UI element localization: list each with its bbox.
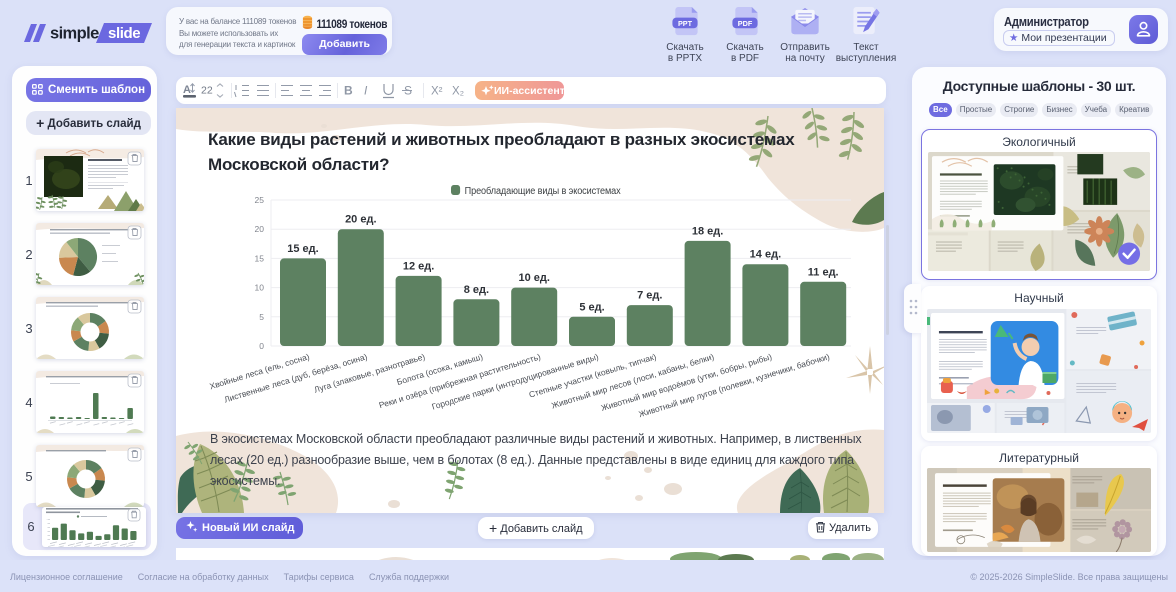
svg-text:.: . <box>46 517 47 521</box>
svg-text:X₂: X₂ <box>452 86 464 98</box>
svg-text:PPT: PPT <box>678 19 693 28</box>
svg-text:8 ед.: 8 ед. <box>464 284 489 296</box>
svg-text:slide: slide <box>108 25 140 42</box>
svg-text:12 ед.: 12 ед. <box>403 260 434 272</box>
svg-text:20: 20 <box>255 224 265 234</box>
svg-text:18 ед.: 18 ед. <box>692 225 723 237</box>
svg-text:A: A <box>183 84 191 96</box>
svg-text:20 ед.: 20 ед. <box>345 214 376 226</box>
svg-text:22: 22 <box>201 85 213 97</box>
svg-text:5: 5 <box>259 312 264 322</box>
svg-text:ИИ-ассистент: ИИ-ассистент <box>494 85 565 97</box>
svg-text:15: 15 <box>255 253 265 263</box>
svg-text:I: I <box>364 84 368 98</box>
svg-text:7 ед.: 7 ед. <box>637 290 662 302</box>
svg-text:5 ед.: 5 ед. <box>579 301 604 313</box>
svg-text:14 ед.: 14 ед. <box>750 249 781 261</box>
svg-text:PDF: PDF <box>738 19 753 28</box>
svg-text:10: 10 <box>255 283 265 293</box>
svg-text:10 ед.: 10 ед. <box>518 272 549 284</box>
svg-text:0: 0 <box>259 341 264 351</box>
svg-text:15 ед.: 15 ед. <box>287 243 318 255</box>
svg-text:X²: X² <box>431 86 443 98</box>
svg-text:25: 25 <box>255 195 265 205</box>
svg-text:simple: simple <box>50 25 99 43</box>
svg-text:B: B <box>344 84 353 98</box>
svg-text:11 ед.: 11 ед. <box>808 266 839 278</box>
